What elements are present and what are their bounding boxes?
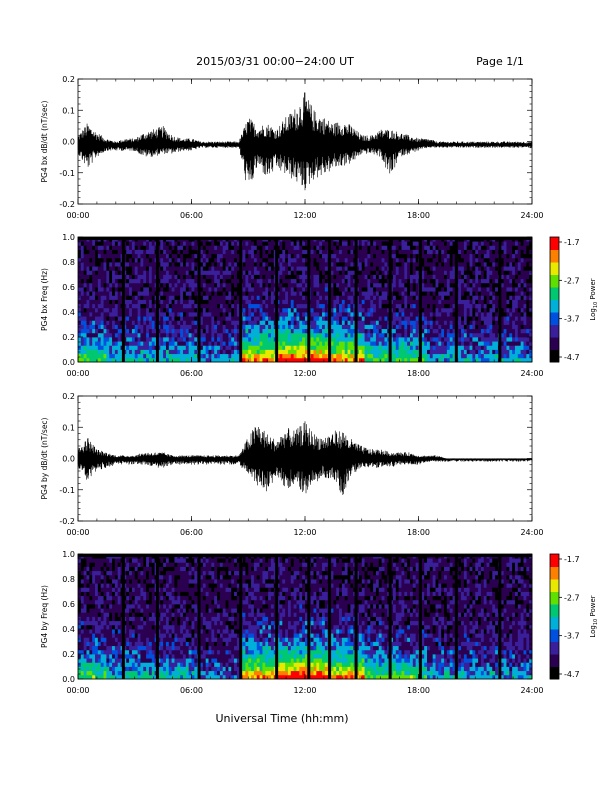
- data-gap-bar: [197, 554, 201, 679]
- y-tick-label: 0.0: [62, 455, 75, 464]
- x-tick-label: 18:00: [407, 369, 430, 378]
- x-tick-label: 18:00: [407, 528, 430, 537]
- x-tick-label: 24:00: [520, 528, 543, 537]
- page-number: Page 1/1: [476, 55, 524, 68]
- data-gap-bar: [239, 237, 243, 362]
- x-tick-label: 00:00: [66, 528, 89, 537]
- y-tick-label: 0.2: [62, 333, 75, 342]
- data-gap-bar: [498, 237, 502, 362]
- dbdt-series-line: [77, 421, 533, 496]
- by-spectrogram-panel: -1.7 -2.7 -3.7 -4.7 Log10 Power 0.0 0.2 0.4 0.6 0…: [40, 550, 599, 695]
- data-gap-bar: [454, 237, 458, 362]
- data-gap-bar: [328, 237, 332, 362]
- colorbar-tick-label: -4.7: [564, 353, 580, 362]
- x-tick-label: 12:00: [293, 369, 316, 378]
- y-tick-label: 1.0: [62, 233, 75, 242]
- x-tick-label: 06:00: [180, 686, 203, 695]
- data-gap-bar: [197, 237, 201, 362]
- y-tick-label: 0.2: [62, 650, 75, 659]
- x-tick-label: 00:00: [66, 211, 89, 220]
- colorbar-tick-label: -1.7: [564, 555, 580, 564]
- bx-spectrogram-panel: -1.7 -2.7 -3.7 -4.7 Log10 Power 0.0 0.2 0.4 0.6 0…: [40, 233, 599, 378]
- y-tick-label: 0.0: [62, 675, 75, 684]
- x-axis-label: Universal Time (hh:mm): [216, 712, 349, 725]
- x-tick-label: 24:00: [520, 211, 543, 220]
- y-tick-label: 0.1: [62, 106, 75, 115]
- x-tick-label: 12:00: [293, 211, 316, 220]
- x-tick-label: 18:00: [407, 686, 430, 695]
- x-tick-label: 00:00: [66, 369, 89, 378]
- data-gap-bar: [307, 237, 311, 362]
- y-axis-label: PG4 by dB/dt (nT/sec): [40, 417, 49, 499]
- y-axis-label: PG4 bx dB/dt (nT/sec): [40, 100, 49, 182]
- data-gap-bar: [239, 554, 243, 679]
- y-tick-label: 0.0: [62, 358, 75, 367]
- colorbar-label: Log10 Power: [589, 595, 599, 637]
- dbdt-series-line: [77, 92, 533, 191]
- data-gap-bar: [498, 554, 502, 679]
- date-range-title: 2015/03/31 00:00−24:00 UT: [196, 55, 354, 68]
- x-tick-label: 18:00: [407, 211, 430, 220]
- bx-timeseries-panel: -0.2 -0.1 0.0 0.1 0.2 00:00 06:00 12:00 18:00 24:…: [40, 75, 544, 220]
- x-tick-label: 06:00: [180, 528, 203, 537]
- y-tick-label: 0.6: [62, 600, 75, 609]
- data-gap-bar: [307, 554, 311, 679]
- y-tick-label: 0.2: [62, 75, 75, 84]
- colorbar: -1.7 -2.7 -3.7 -4.7 Log10 Power: [549, 236, 599, 363]
- colorbar: -1.7 -2.7 -3.7 -4.7 Log10 Power: [549, 553, 599, 680]
- y-tick-label: 0.8: [62, 575, 75, 584]
- colorbar-tick-label: -2.7: [564, 276, 580, 285]
- data-gap-bar: [388, 554, 392, 679]
- by-timeseries-panel: -0.2 -0.1 0.0 0.1 0.2 00:00 06:00 12:00 18:00 24:…: [40, 392, 544, 537]
- data-gap-bar: [328, 554, 332, 679]
- y-tick-label: 1.0: [62, 550, 75, 559]
- data-gap-bar: [155, 554, 159, 679]
- colorbar-tick-label: -4.7: [564, 670, 580, 679]
- y-axis-label: PG4 by Freq (Hz): [40, 585, 49, 648]
- y-tick-label: -0.1: [59, 486, 75, 495]
- data-gap-bar: [418, 554, 422, 679]
- x-tick-label: 06:00: [180, 211, 203, 220]
- data-gap-bar: [454, 554, 458, 679]
- data-gap-bar: [354, 554, 358, 679]
- x-tick-label: 06:00: [180, 369, 203, 378]
- data-gap-bar: [388, 237, 392, 362]
- y-tick-label: 0.6: [62, 283, 75, 292]
- x-tick-label: 00:00: [66, 686, 89, 695]
- data-gap-bar: [354, 237, 358, 362]
- y-tick-label: 0.8: [62, 258, 75, 267]
- data-gap-bar: [275, 554, 279, 679]
- y-tick-label: -0.2: [59, 200, 75, 209]
- y-tick-label: 0.2: [62, 392, 75, 401]
- spectrogram-cells: [78, 237, 533, 363]
- data-gap-bar: [121, 554, 125, 679]
- colorbar-label: Log10 Power: [589, 278, 599, 320]
- y-tick-label: 0.1: [62, 423, 75, 432]
- colorbar-tick-label: -3.7: [564, 315, 580, 324]
- x-tick-label: 12:00: [293, 528, 316, 537]
- y-tick-label: -0.2: [59, 517, 75, 526]
- y-tick-label: 0.4: [62, 308, 75, 317]
- y-tick-label: -0.1: [59, 169, 75, 178]
- y-axis-label: PG4 bx Freq (Hz): [40, 268, 49, 331]
- data-gap-bar: [155, 237, 159, 362]
- x-tick-label: 24:00: [520, 686, 543, 695]
- data-gap-bar: [121, 237, 125, 362]
- y-tick-label: 0.4: [62, 625, 75, 634]
- colorbar-tick-label: -2.7: [564, 593, 580, 602]
- colorbar-tick-label: -1.7: [564, 238, 580, 247]
- data-gap-bar: [275, 237, 279, 362]
- y-tick-label: 0.0: [62, 138, 75, 147]
- x-tick-label: 12:00: [293, 686, 316, 695]
- x-tick-label: 24:00: [520, 369, 543, 378]
- colorbar-tick-label: -3.7: [564, 632, 580, 641]
- spectrogram-cells: [78, 554, 533, 680]
- data-gap-bar: [418, 237, 422, 362]
